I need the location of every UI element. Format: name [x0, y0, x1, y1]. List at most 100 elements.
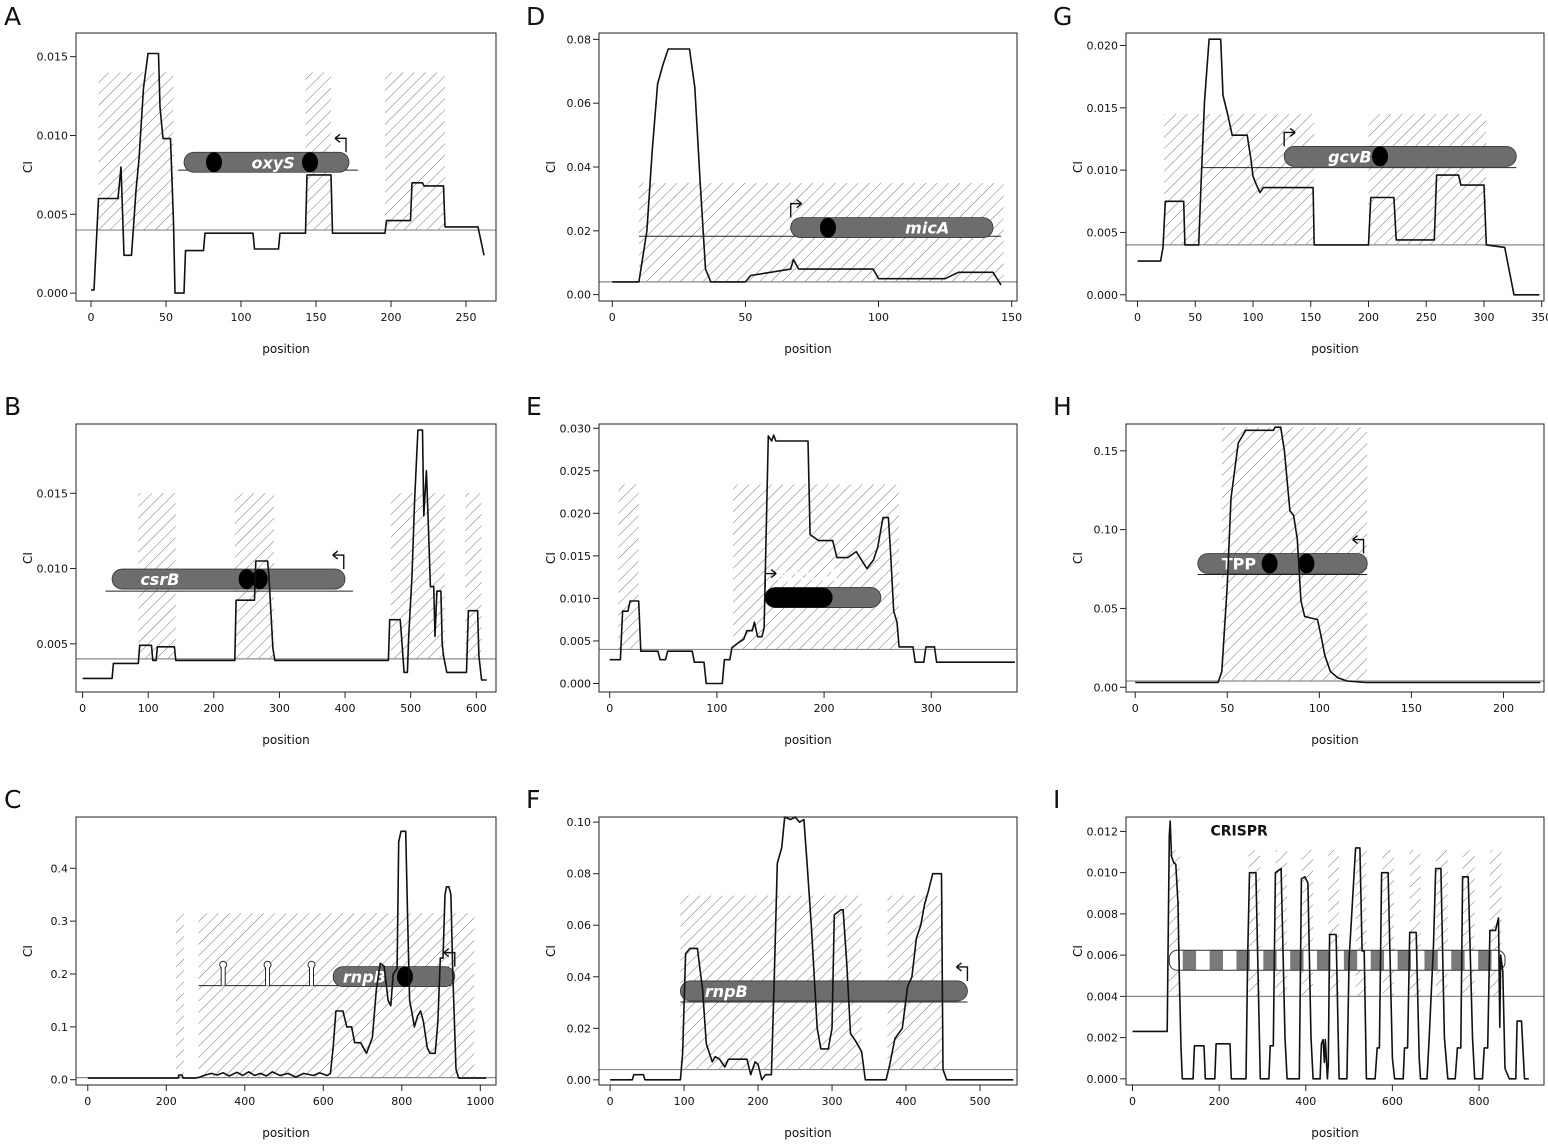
y-tick-label: 0.012 — [1087, 825, 1119, 838]
hatched-region — [1164, 114, 1315, 245]
x-tick-label: 400 — [335, 702, 356, 715]
hatched-region — [1275, 849, 1288, 997]
panel-I: I CRISPR 0 200 400 600 800 0.000 0.002 0.004 0.006… — [1053, 785, 1545, 1140]
y-tick-label: 0.010 — [560, 592, 592, 605]
promoter-arrow — [1352, 538, 1365, 554]
y-tick-label: 0.1 — [51, 1021, 69, 1034]
x-tick-label: 500 — [970, 1095, 991, 1108]
panel-letter: A — [4, 2, 21, 31]
x-tick-label: 300 — [1473, 311, 1494, 324]
y-tick-label: 0.000 — [1087, 289, 1119, 302]
x-tick-label: 0 — [1132, 702, 1139, 715]
gene-label: rnpB — [343, 968, 386, 987]
y-tick-label: 0.04 — [567, 161, 592, 174]
gene-label: micA — [905, 219, 949, 238]
gene-label: csrB — [140, 570, 179, 589]
crispr-spacer — [1397, 950, 1412, 971]
x-axis-title: position — [1311, 733, 1359, 747]
x-axis-title: position — [1311, 342, 1359, 356]
hatched-region — [305, 72, 331, 231]
hatched-region — [1368, 114, 1487, 245]
crispr-spacer — [1182, 950, 1197, 971]
arrow-head — [334, 133, 341, 143]
x-tick-label: 0 — [607, 1095, 614, 1108]
panel-letter: E — [526, 392, 542, 421]
x-tick-label: 200 — [1493, 702, 1514, 715]
y-tick-label: 0.02 — [567, 225, 592, 238]
x-tick-label: 0 — [606, 702, 613, 715]
arrow-head — [443, 948, 450, 958]
plot-frame — [598, 423, 1018, 693]
gene-marker — [396, 966, 413, 987]
y-axis-title: CI — [544, 552, 558, 564]
y-tick-label: 0.02 — [567, 1022, 592, 1035]
hatched-region — [1168, 849, 1181, 997]
panel-letter: F — [526, 785, 540, 814]
panel-letter: H — [1053, 392, 1072, 421]
x-tick-label: 50 — [738, 311, 752, 324]
gene-annotation: csrB — [105, 550, 353, 592]
y-tick-label: 0.00 — [567, 289, 592, 302]
x-tick-label: 150 — [1401, 702, 1422, 715]
crispr-spacer — [1424, 950, 1438, 971]
hatched-region — [732, 484, 900, 650]
hatched-region — [1462, 849, 1475, 997]
arrow-head — [1289, 127, 1296, 137]
y-axis-title: CI — [21, 552, 35, 564]
y-tick-label: 0.2 — [51, 968, 69, 981]
x-tick-label: 150 — [1001, 311, 1022, 324]
y-tick-label: 0.010 — [1087, 164, 1119, 177]
x-tick-label: 0 — [609, 311, 616, 324]
x-tick-label: 100 — [1243, 311, 1264, 324]
x-tick-label: 50 — [159, 311, 173, 324]
gene-annotation: rnpB — [679, 962, 969, 1003]
x-axis-title: position — [784, 733, 832, 747]
plot-frame — [75, 32, 497, 302]
crispr-repeat — [1223, 950, 1237, 971]
gene-label: spot42 — [778, 565, 840, 584]
hatched-region — [1409, 849, 1421, 997]
y-tick-label: 0.10 — [567, 816, 592, 829]
x-axis-title: position — [784, 1126, 832, 1140]
y-tick-label: 0.000 — [1087, 1073, 1119, 1086]
hatched-region — [1382, 849, 1395, 997]
x-tick-label: 0 — [79, 702, 86, 715]
hatched-region — [1328, 849, 1340, 997]
hatched-region — [1301, 849, 1314, 997]
y-tick-label: 0.015 — [37, 51, 69, 64]
hatched-region — [1248, 849, 1261, 997]
y-tick-label: 0.005 — [560, 635, 592, 648]
y-tick-label: 0.08 — [567, 868, 592, 881]
x-tick-label: 600 — [313, 1095, 334, 1108]
hatched-region — [176, 913, 184, 1078]
x-tick-label: 800 — [391, 1095, 412, 1108]
hatched-region — [618, 484, 639, 650]
crispr-repeat — [1437, 950, 1452, 971]
y-tick-label: 0.005 — [37, 638, 69, 651]
plot-frame — [1125, 423, 1545, 693]
crispr-spacer — [1478, 950, 1492, 971]
crispr-spacer — [1236, 950, 1250, 971]
plot-frame — [598, 816, 1018, 1086]
plot-frame — [1125, 32, 1545, 302]
x-tick-label: 0 — [88, 311, 95, 324]
y-axis-title: CI — [21, 945, 35, 957]
y-axis-title: CI — [544, 161, 558, 173]
x-tick-label: 200 — [1358, 311, 1379, 324]
arrow-head — [332, 550, 339, 560]
arrow-head — [770, 569, 777, 579]
x-tick-label: 600 — [1382, 1095, 1403, 1108]
x-tick-label: 600 — [466, 702, 487, 715]
gene-box — [1283, 146, 1517, 167]
crispr-repeat — [1464, 950, 1479, 971]
y-tick-label: 0.3 — [51, 915, 69, 928]
arrow-head — [1352, 534, 1358, 545]
x-tick-label: 250 — [456, 311, 477, 324]
y-tick-label: 0.002 — [1087, 1032, 1119, 1045]
